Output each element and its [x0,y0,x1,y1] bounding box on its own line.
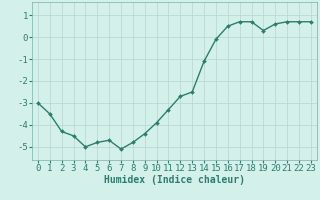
X-axis label: Humidex (Indice chaleur): Humidex (Indice chaleur) [104,175,245,185]
